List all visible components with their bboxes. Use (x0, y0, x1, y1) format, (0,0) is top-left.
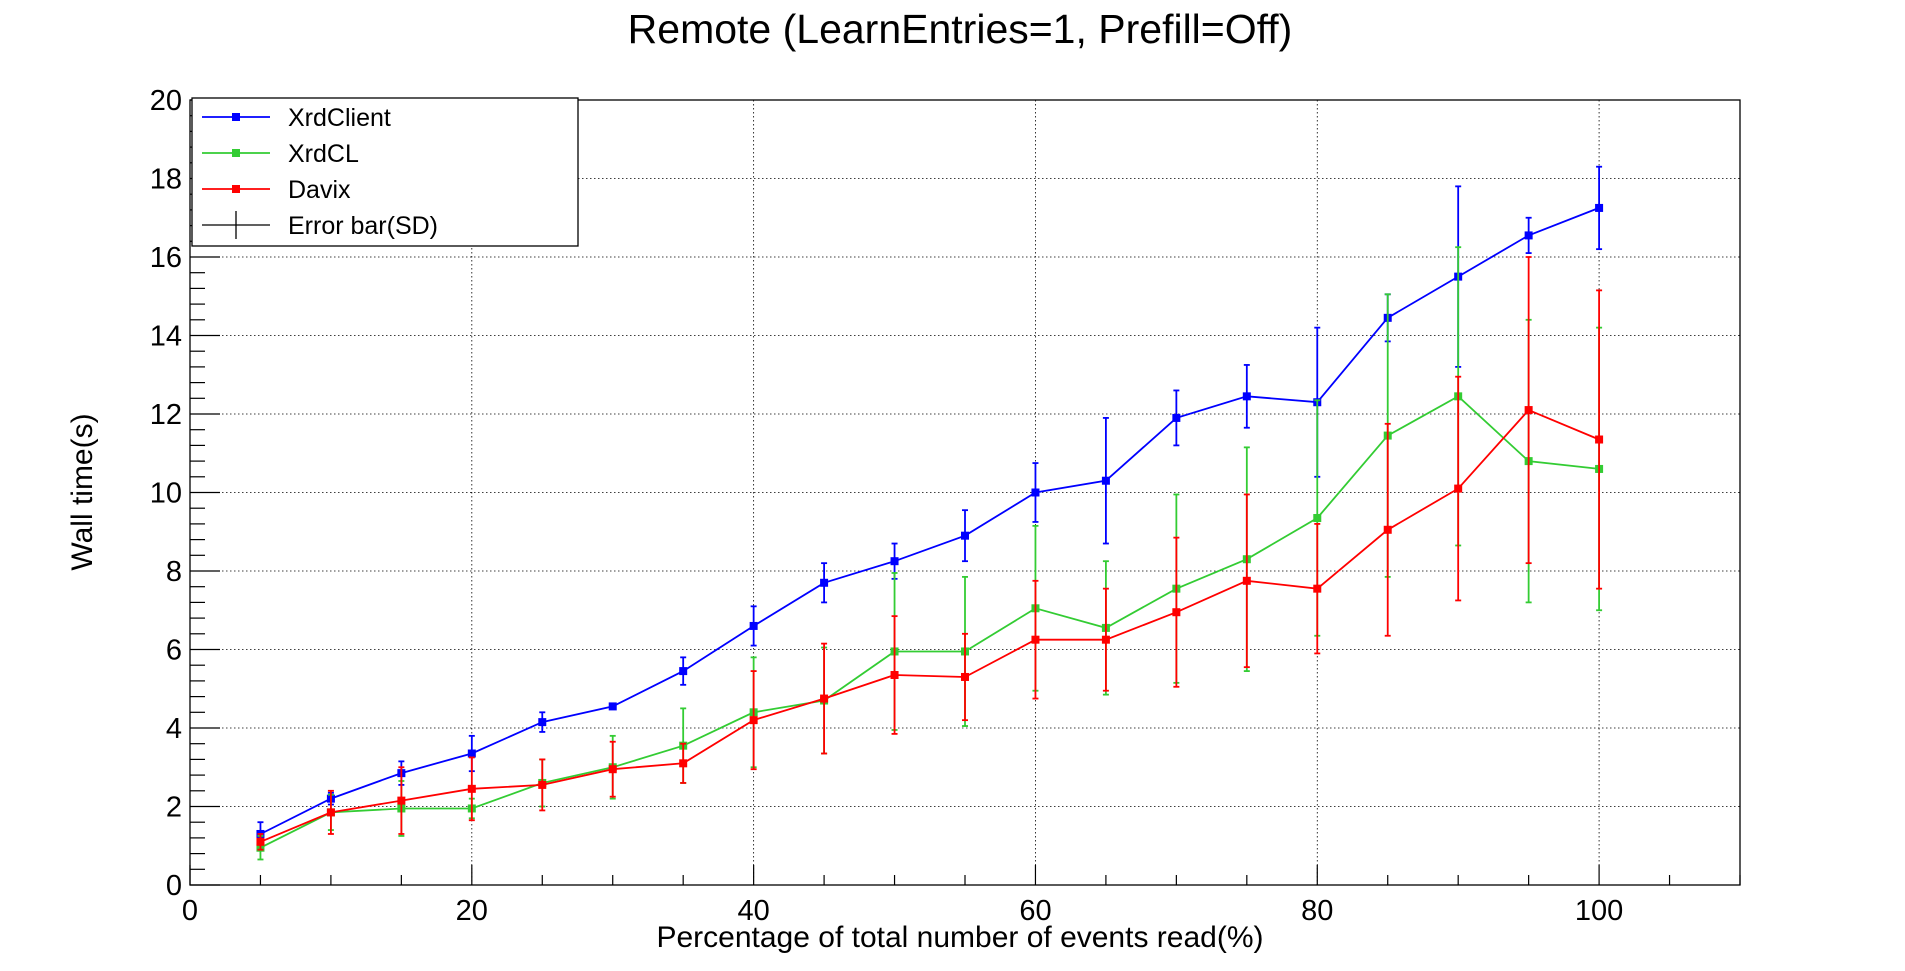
legend-box (191, 97, 579, 247)
y-tick-label: 0 (166, 870, 182, 902)
data-point (749, 716, 758, 725)
y-tick-label: 6 (166, 635, 182, 667)
series-layer (256, 165, 1604, 861)
series-line (260, 409, 1600, 843)
data-point (467, 749, 476, 758)
data-point (679, 759, 688, 768)
data-point (820, 694, 829, 703)
data-point (1595, 435, 1604, 444)
legend-marker (232, 185, 240, 193)
y-tick-label: 14 (150, 321, 182, 353)
y-tick-label: 8 (166, 556, 182, 588)
y-tick-label: 12 (150, 399, 182, 431)
data-point (1383, 525, 1392, 534)
y-tick-label: 20 (150, 85, 182, 117)
data-point (538, 718, 547, 727)
legend-item-error-bar-sd: Error bar(SD) (202, 211, 438, 240)
series-line (260, 207, 1600, 835)
y-tick-label: 2 (166, 792, 182, 824)
data-point (1595, 203, 1604, 212)
data-point (608, 702, 617, 711)
x-tick-label: 0 (182, 895, 198, 927)
x-tick-label: 20 (456, 895, 488, 927)
data-point (467, 784, 476, 793)
legend-item-davix: Davix (202, 176, 351, 204)
data-point (326, 808, 335, 817)
data-point (961, 672, 969, 681)
legend-label: Davix (288, 176, 351, 204)
ticks-layer: 0 20 40 60 80 100 0 2 4 6 8 10 12 14 16 18 20 (150, 85, 1741, 927)
data-point (1031, 635, 1040, 644)
data-point (1172, 413, 1181, 422)
legend-item-xrdcl: XrdCL (202, 140, 359, 168)
data-point (1524, 406, 1533, 415)
data-point (1101, 476, 1110, 485)
data-point (397, 796, 406, 805)
legend: XrdClient XrdCL Davix Error bar(SD) (191, 97, 579, 247)
data-point (256, 837, 265, 846)
legend-item-xrdclient: XrdClient (202, 104, 391, 132)
data-point (538, 780, 547, 789)
data-point (1101, 635, 1110, 644)
series-line (260, 395, 1600, 849)
legend-label: Error bar(SD) (288, 212, 438, 240)
data-point (1454, 484, 1463, 493)
data-point (1242, 576, 1251, 585)
data-point (820, 578, 829, 587)
data-point (679, 667, 688, 676)
data-point (1031, 488, 1040, 497)
legend-label: XrdClient (288, 104, 391, 132)
legend-marker (232, 113, 240, 121)
data-point (608, 765, 617, 774)
data-point (890, 671, 899, 680)
y-tick-label: 16 (150, 242, 182, 274)
data-point (890, 557, 899, 566)
legend-label: XrdCL (288, 140, 359, 168)
x-tick-label: 40 (738, 895, 770, 927)
y-tick-label: 10 (150, 478, 182, 510)
plot-frame (189, 99, 1741, 886)
series-davix (256, 256, 1604, 851)
y-tick-label: 4 (166, 713, 182, 745)
data-point (1313, 514, 1322, 523)
x-axis-label: Percentage of total number of events rea… (656, 921, 1263, 954)
series-xrdclient (256, 165, 1604, 847)
data-point (1242, 392, 1251, 401)
legend-marker (232, 149, 240, 157)
data-point (749, 621, 758, 630)
x-tick-label: 60 (1019, 895, 1051, 927)
x-tick-label: 80 (1301, 895, 1333, 927)
data-point (1313, 584, 1322, 593)
x-tick-label: 100 (1575, 895, 1623, 927)
y-axis-label: Wall time(s) (66, 413, 99, 570)
data-point (1524, 231, 1533, 240)
data-point (1172, 608, 1181, 617)
chart-title: Remote (LearnEntries=1, Prefill=Off) (628, 6, 1293, 52)
y-tick-label: 18 (150, 164, 182, 196)
data-point (961, 531, 969, 540)
